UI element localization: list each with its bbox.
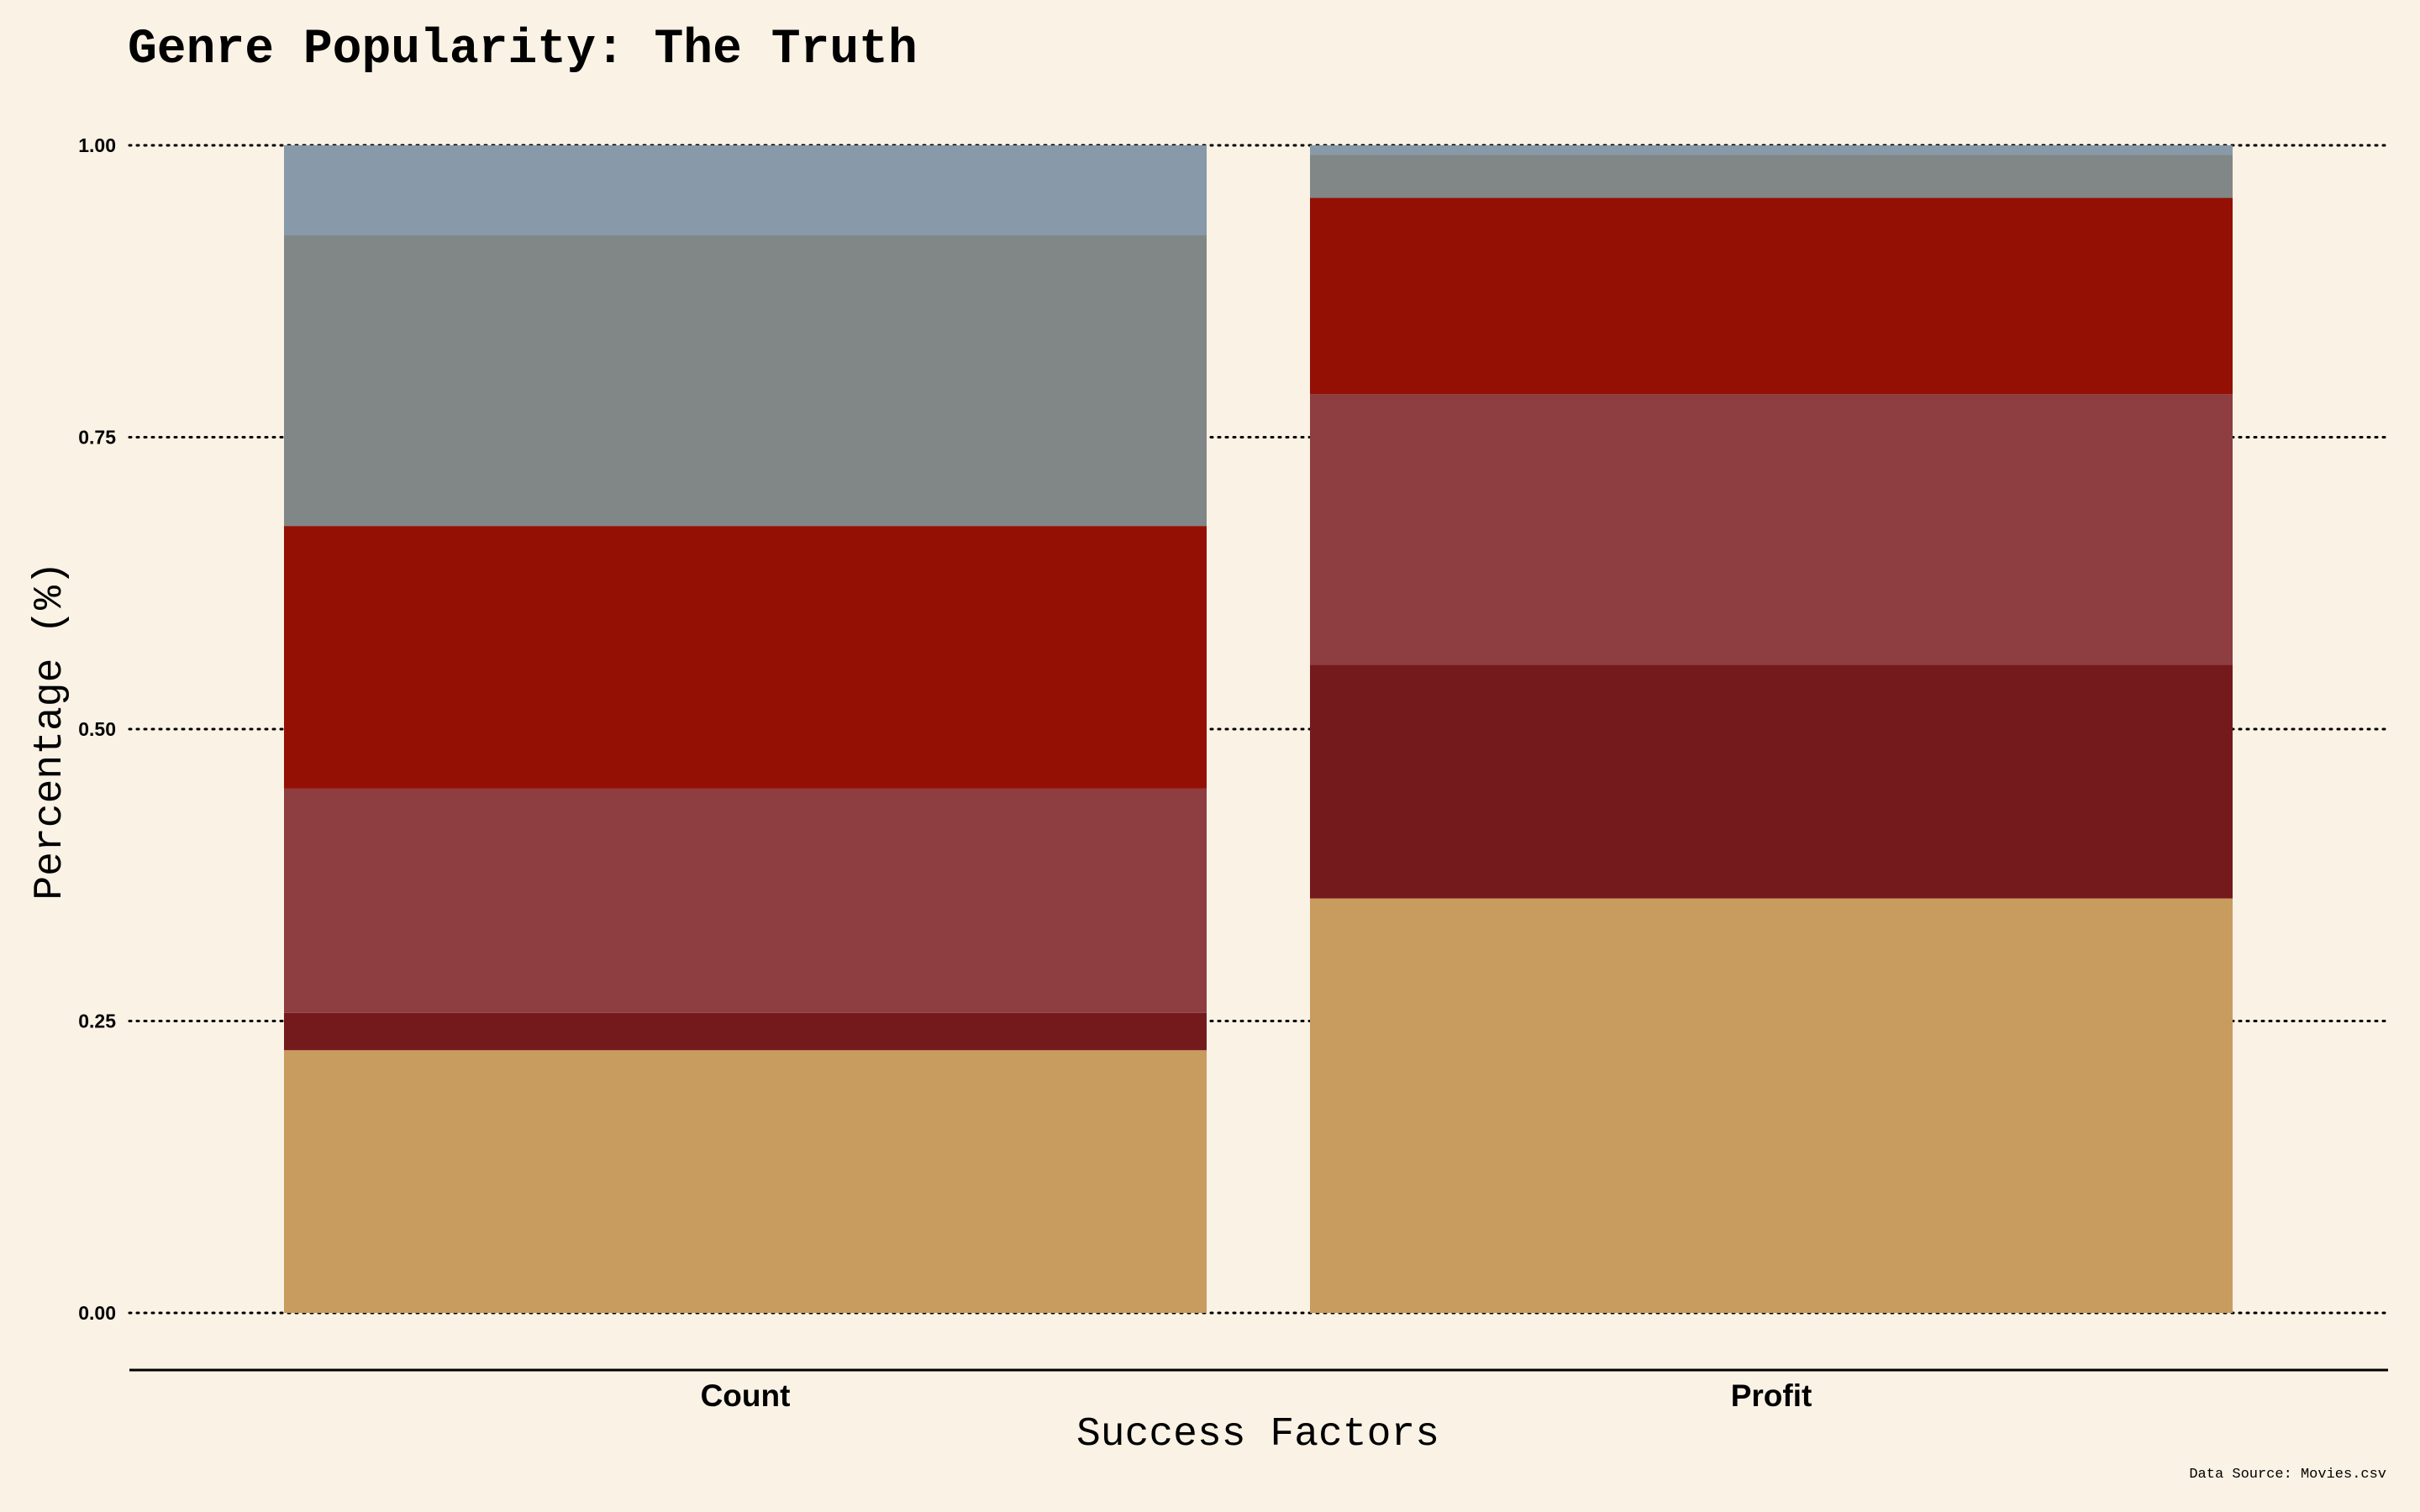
x-axis-ticks: Count Profit <box>701 1378 1812 1413</box>
x-axis-label: Success Factors <box>1076 1412 1439 1457</box>
chart-title: Genre Popularity: The Truth <box>128 23 918 77</box>
bar-segment <box>284 1050 1207 1313</box>
bar-segment <box>1310 155 2233 198</box>
bar-segment <box>284 1012 1207 1051</box>
x-tick-label: Profit <box>1731 1378 1812 1413</box>
bar-segment <box>284 235 1207 527</box>
y-tick-label: 0.00 <box>78 1302 116 1324</box>
y-axis-ticks: 0.00 0.25 0.50 0.75 1.00 <box>78 134 116 1324</box>
bar-segment <box>1310 664 2233 899</box>
bars <box>284 145 2233 1313</box>
x-tick-label: Count <box>701 1378 791 1413</box>
bar-segment <box>1310 898 2233 1313</box>
bar-segment <box>1310 145 2233 155</box>
bar-segment <box>284 788 1207 1013</box>
y-tick-label: 0.25 <box>78 1011 116 1032</box>
y-axis-label: Percentage (%) <box>28 561 73 900</box>
bar-segment <box>1310 197 2233 395</box>
bar-segment <box>284 526 1207 789</box>
y-tick-label: 0.50 <box>78 718 116 740</box>
y-tick-label: 1.00 <box>78 134 116 156</box>
bar-segment <box>1310 394 2233 665</box>
y-tick-label: 0.75 <box>78 427 116 449</box>
bar-segment <box>284 145 1207 236</box>
data-source-caption: Data Source: Movies.csv <box>2189 1467 2386 1483</box>
